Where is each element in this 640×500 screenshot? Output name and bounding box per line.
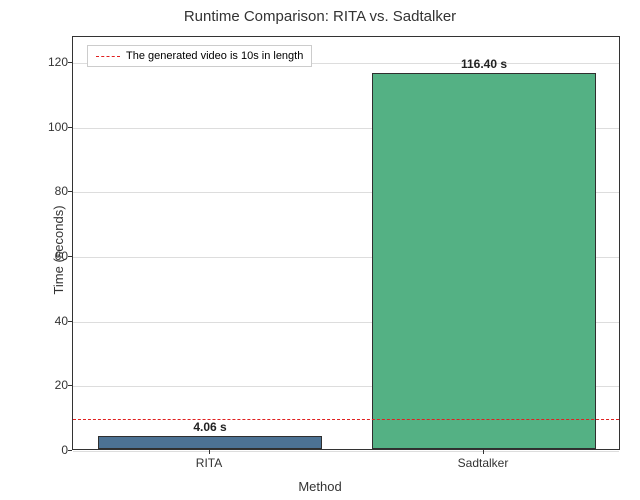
x-tick-label: Sadtalker xyxy=(458,456,509,470)
reference-line xyxy=(73,419,619,420)
y-tick-label: 80 xyxy=(38,184,68,198)
y-tick-label: 120 xyxy=(38,55,68,69)
bar-value-label: 4.06 s xyxy=(193,420,226,434)
bar xyxy=(98,436,323,449)
x-axis-label: Method xyxy=(0,479,640,494)
y-tick-mark xyxy=(68,127,72,128)
y-tick-mark xyxy=(68,321,72,322)
y-tick-label: 100 xyxy=(38,120,68,134)
legend-swatch xyxy=(96,56,120,57)
chart-container: Runtime Comparison: RITA vs. Sadtalker T… xyxy=(0,0,640,500)
y-tick-mark xyxy=(68,256,72,257)
legend: The generated video is 10s in length xyxy=(87,45,312,67)
y-tick-label: 20 xyxy=(38,378,68,392)
bar xyxy=(372,73,597,449)
x-tick-label: RITA xyxy=(196,456,222,470)
legend-label: The generated video is 10s in length xyxy=(126,50,303,62)
x-tick-mark xyxy=(209,450,210,454)
y-tick-label: 40 xyxy=(38,314,68,328)
y-tick-mark xyxy=(68,450,72,451)
y-tick-mark xyxy=(68,62,72,63)
x-tick-mark xyxy=(483,450,484,454)
y-tick-label: 60 xyxy=(38,249,68,263)
y-tick-mark xyxy=(68,191,72,192)
grid-line xyxy=(73,451,619,452)
y-tick-label: 0 xyxy=(38,443,68,457)
plot-area: 4.06 s 116.40 s The generated video is 10s… xyxy=(72,36,620,450)
y-tick-mark xyxy=(68,385,72,386)
bar-value-label: 116.40 s xyxy=(461,57,507,71)
chart-title: Runtime Comparison: RITA vs. Sadtalker xyxy=(0,8,640,25)
